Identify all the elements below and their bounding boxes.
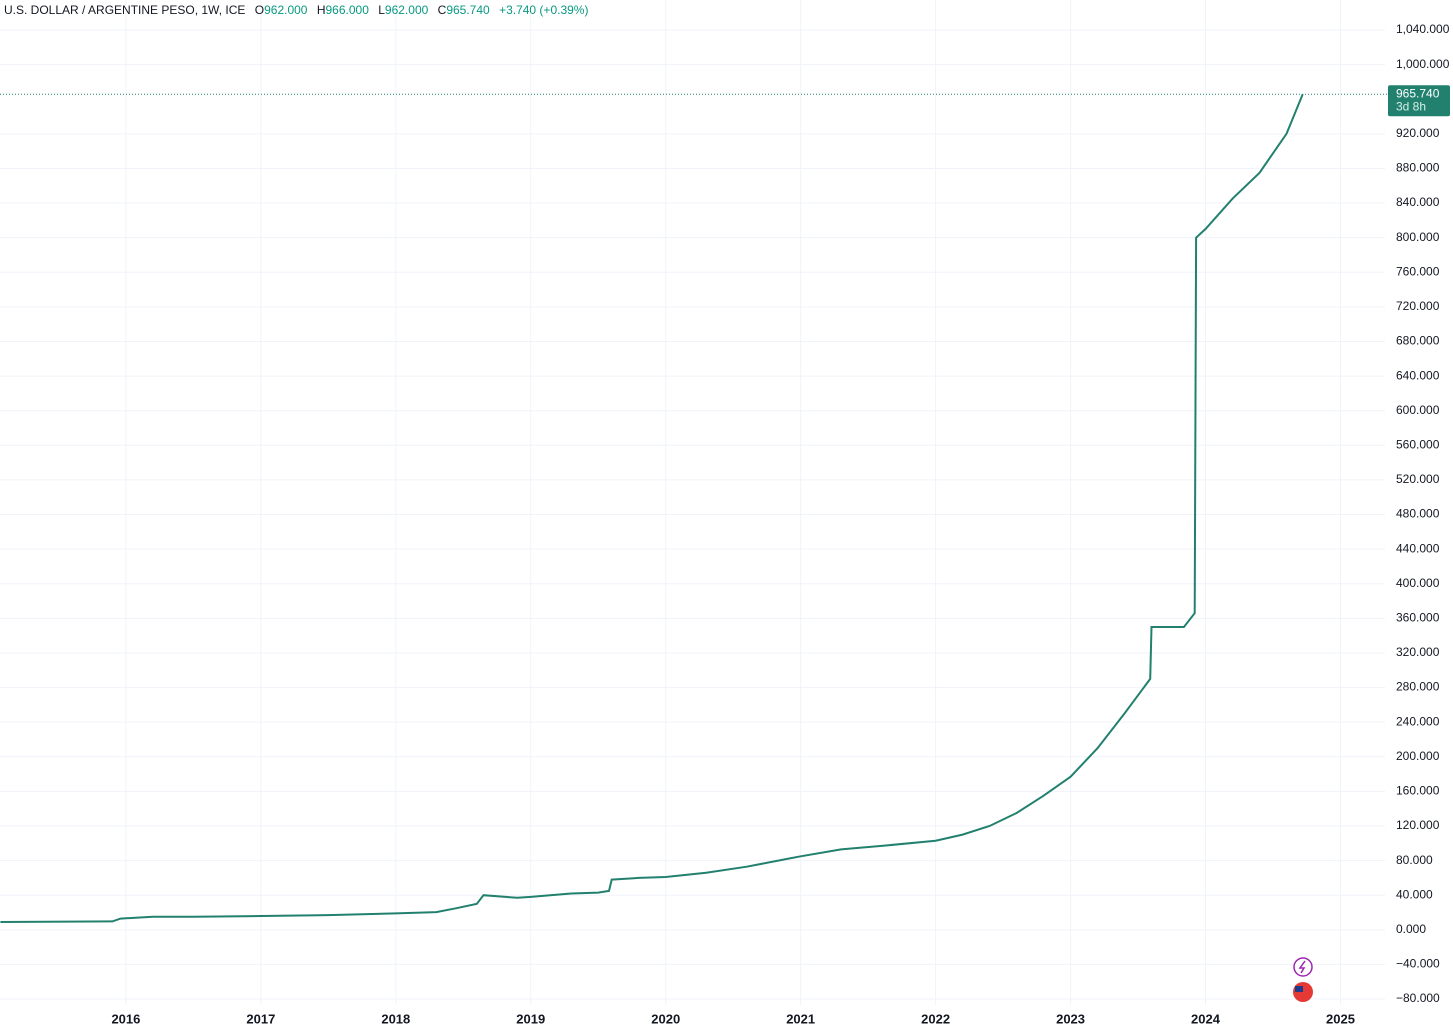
x-tick-label: 2022 xyxy=(921,1011,950,1026)
y-tick-label: 640.000 xyxy=(1396,368,1440,382)
y-tick-label: 1,040.000 xyxy=(1396,22,1450,36)
y-tick-label: 440.000 xyxy=(1396,541,1440,555)
open-value: 962.000 xyxy=(264,3,308,17)
y-tick-label: 680.000 xyxy=(1396,334,1440,348)
flag-canton xyxy=(1295,986,1303,992)
low-label: L xyxy=(378,3,385,17)
y-tick-label: 240.000 xyxy=(1396,714,1440,728)
y-tick-label: 160.000 xyxy=(1396,784,1440,798)
y-tick-label: 320.000 xyxy=(1396,645,1440,659)
price-label: 965.740 xyxy=(1396,86,1440,100)
x-tick-label: 2019 xyxy=(516,1011,545,1026)
low-value: 962.000 xyxy=(384,3,429,17)
close-label: C xyxy=(437,3,447,17)
close-value: 965.740 xyxy=(446,3,490,17)
price-line xyxy=(0,93,1304,923)
high-label: H xyxy=(316,3,326,17)
y-tick-label: 920.000 xyxy=(1396,126,1440,140)
y-tick-label: 1,000.000 xyxy=(1396,57,1450,71)
y-tick-label: 760.000 xyxy=(1396,264,1440,278)
x-tick-label: 2025 xyxy=(1326,1011,1355,1026)
y-tick-label: 600.000 xyxy=(1396,403,1440,417)
legend-header: U.S. DOLLAR / ARGENTINE PESO, 1W, ICE O9… xyxy=(4,3,588,17)
price-label-box xyxy=(1388,85,1450,117)
lightning xyxy=(1298,960,1306,974)
y-tick-label: 800.000 xyxy=(1396,230,1440,244)
y-tick-label: 720.000 xyxy=(1396,299,1440,313)
y-tick-label: 400.000 xyxy=(1396,576,1440,590)
y-tick-label: 200.000 xyxy=(1396,749,1440,763)
y-tick-label: 880.000 xyxy=(1396,161,1440,175)
open-label: O xyxy=(254,3,265,17)
high-value: 966.000 xyxy=(325,3,369,17)
countdown-label: 3d 8h xyxy=(1396,99,1426,113)
grid xyxy=(0,0,1385,1005)
y-tick-label: 280.000 xyxy=(1396,680,1440,694)
x-tick-label: 2020 xyxy=(651,1011,680,1026)
x-tick-label: 2021 xyxy=(786,1011,815,1026)
x-tick-label: 2017 xyxy=(246,1011,275,1026)
y-tick-label: 520.000 xyxy=(1396,472,1440,486)
symbol-title: U.S. DOLLAR / ARGENTINE PESO, 1W, ICE xyxy=(4,3,246,17)
change: +3.740 (+0.39%) xyxy=(499,3,589,17)
y-tick-label: 120.000 xyxy=(1396,818,1440,832)
y-tick-label: −80.000 xyxy=(1396,991,1440,1005)
y-tick-label: 80.000 xyxy=(1396,853,1433,867)
x-tick-label: 2023 xyxy=(1056,1011,1085,1026)
y-tick-label: 480.000 xyxy=(1396,507,1440,521)
y-tick-label: 0.000 xyxy=(1396,922,1426,936)
y-tick-label: −40.000 xyxy=(1396,957,1440,971)
y-tick-label: 360.000 xyxy=(1396,611,1440,625)
x-tick-label: 2018 xyxy=(381,1011,410,1026)
y-tick-label: 840.000 xyxy=(1396,195,1440,209)
y-tick-label: 560.000 xyxy=(1396,437,1440,451)
event-icon[interactable] xyxy=(1293,957,1313,977)
x-tick-label: 2024 xyxy=(1191,1011,1221,1026)
x-tick-label: 2016 xyxy=(111,1011,140,1026)
y-tick-label: 40.000 xyxy=(1396,887,1433,901)
